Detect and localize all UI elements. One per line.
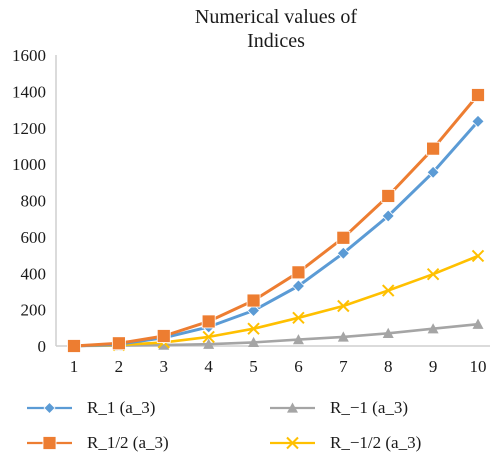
x-tick-label: 3	[160, 357, 169, 376]
series-point	[471, 114, 485, 128]
y-tick-label: 1000	[12, 155, 46, 174]
series-point	[426, 267, 440, 281]
series-point	[291, 279, 306, 293]
chart-title-line-2: Indices	[247, 30, 305, 52]
y-tick-label: 600	[21, 228, 47, 247]
x-tick-label: 1	[70, 357, 79, 376]
legend-marker	[286, 436, 299, 450]
series-point	[336, 230, 351, 245]
y-axis-ticks: 0 200 400 600 800 1000 1200 1400 1600	[12, 46, 46, 356]
series-point	[201, 314, 216, 329]
x-tick-label: 9	[429, 357, 438, 376]
legend: R_1 (a_3) R_−1 (a_3) R_1/2 (a_3) R_−1/2 (a_…	[27, 398, 421, 452]
x-tick-label: 10	[470, 357, 487, 376]
series-point	[337, 299, 350, 313]
series-point	[471, 88, 485, 102]
x-tick-label: 6	[294, 357, 303, 376]
series-point	[292, 334, 304, 345]
legend-label: R_−1/2 (a_3)	[330, 433, 421, 452]
y-tick-label: 1600	[12, 46, 46, 65]
legend-item: R_−1/2 (a_3)	[270, 433, 421, 452]
series-point	[156, 329, 171, 343]
series-point	[158, 339, 170, 350]
x-axis-ticks: 1 2 3 4 5 6 7 8 9 10	[70, 357, 487, 376]
y-tick-label: 200	[21, 301, 47, 320]
series-point	[471, 249, 485, 263]
series-point	[382, 327, 394, 338]
x-tick-label: 5	[249, 357, 258, 376]
x-tick-label: 2	[115, 357, 124, 376]
legend-item: R_1 (a_3)	[27, 398, 155, 417]
series-point	[381, 189, 396, 203]
series-point	[203, 338, 215, 349]
series-layer	[67, 88, 485, 353]
series-point	[382, 284, 395, 297]
series-4	[67, 249, 485, 353]
legend-marker	[42, 436, 57, 450]
series-point	[111, 336, 126, 351]
series-point	[426, 141, 441, 156]
series-point	[291, 265, 306, 280]
series-line	[72, 119, 480, 348]
legend-label: R_−1 (a_3)	[330, 398, 408, 417]
series-point	[248, 336, 260, 348]
y-tick-label: 1400	[12, 82, 46, 101]
series-point	[246, 293, 261, 308]
chart-title-line-1: Numerical values of	[195, 6, 357, 28]
series-line	[72, 322, 480, 348]
series-point	[336, 246, 350, 260]
series-2	[67, 88, 485, 353]
series-point	[292, 311, 305, 325]
series-line	[72, 93, 480, 348]
series-point	[247, 322, 260, 335]
series-point	[426, 165, 440, 179]
legend-item: R_1/2 (a_3)	[27, 433, 169, 452]
x-tick-label: 7	[339, 357, 348, 376]
series-point	[427, 323, 439, 334]
series-point	[381, 209, 395, 223]
series-1	[67, 114, 485, 353]
legend-marker	[43, 401, 56, 415]
series-point	[472, 318, 484, 329]
legend-item: R_−1 (a_3)	[270, 398, 408, 417]
legend-label: R_1 (a_3)	[87, 398, 155, 417]
legend-label: R_1/2 (a_3)	[87, 433, 169, 452]
legend-marker	[287, 402, 298, 413]
y-tick-label: 0	[38, 337, 47, 356]
series-point	[202, 330, 215, 344]
series-point	[337, 331, 349, 342]
y-tick-label: 400	[21, 264, 47, 283]
series-line	[72, 254, 480, 348]
x-tick-label: 8	[384, 357, 393, 376]
y-tick-label: 800	[21, 192, 47, 211]
x-tick-label: 4	[204, 357, 213, 376]
series-point	[246, 303, 261, 318]
y-tick-label: 1200	[12, 119, 46, 138]
series-point	[67, 339, 81, 353]
